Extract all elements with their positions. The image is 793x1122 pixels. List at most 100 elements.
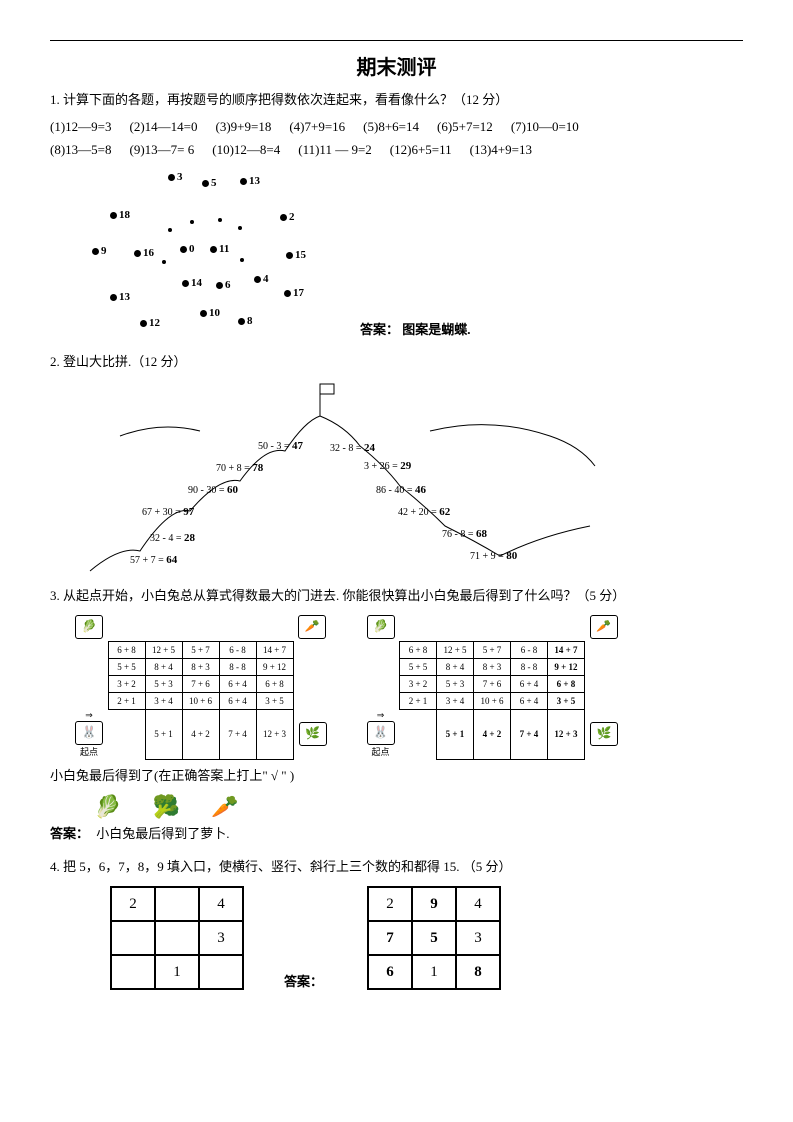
magic-cell (155, 921, 199, 955)
maze-right: 🥬🥕6 + 812 + 55 + 76 - 814 + 75 + 58 + 48… (362, 613, 624, 760)
dot-label: 13 (249, 175, 260, 187)
dot-label: 14 (191, 277, 202, 289)
maze-cell: 6 + 8 (108, 641, 145, 658)
maze-cell: 12 + 5 (437, 641, 474, 658)
q1-sub: (7)10—0=10 (511, 115, 579, 138)
q1-sub: (2)14—14=0 (130, 115, 198, 138)
q1-sub: (13)4+9=13 (470, 138, 532, 161)
magic-cell: 8 (456, 955, 500, 989)
dot-small (168, 228, 172, 232)
maze-cell (400, 709, 437, 759)
maze-left: 🥬🥕6 + 812 + 55 + 76 - 814 + 75 + 58 + 48… (70, 613, 332, 760)
page-title: 期末测评 (50, 51, 743, 80)
dot (240, 178, 247, 185)
veg-cabbage: 🥦 (153, 794, 180, 820)
magic-cell: 5 (412, 921, 456, 955)
magic-cell: 4 (199, 887, 243, 921)
mountain-expr: 67 + 30 = 97 (142, 506, 194, 518)
q1-sub: (12)6+5=11 (390, 138, 452, 161)
dot-label: 6 (225, 279, 231, 291)
magic-cell (111, 955, 155, 989)
q2-prompt: 2. 登山大比拼.（12 分） (50, 352, 743, 373)
magic-square-blank: 2431 (110, 886, 244, 990)
dot-label: 4 (263, 273, 269, 285)
dot-label: 5 (211, 177, 217, 189)
maze-cell: 4 + 2 (182, 709, 219, 759)
maze-cell: 7 + 6 (474, 675, 511, 692)
magic-cell: 1 (412, 955, 456, 989)
maze-cell: 5 + 1 (145, 709, 182, 759)
maze-cell: 3 + 2 (108, 675, 145, 692)
maze-cell: 7 + 4 (219, 709, 256, 759)
magic-square-solved: 294753618 (367, 886, 501, 990)
dot (140, 320, 147, 327)
carrot-icon: 🥕 (590, 615, 618, 639)
maze-cell: 7 + 4 (511, 709, 548, 759)
q3-answer: 答案： 小白兔最后得到了萝卜. (50, 824, 743, 845)
q1-answer: 答案： 图案是蝴蝶. (360, 319, 471, 338)
magic-cell: 9 (412, 887, 456, 921)
green-onion-icon: 🌿 (299, 722, 327, 746)
mountain-expr: 50 - 3 = 47 (258, 440, 303, 452)
start-cell: ⇒ 🐰起点 (362, 709, 400, 759)
carrot-icon: 🥕 (298, 615, 326, 639)
maze-cell: 6 + 4 (219, 692, 256, 709)
maze-cell: 7 + 6 (182, 675, 219, 692)
magic-cell: 3 (199, 921, 243, 955)
dot-small (162, 260, 166, 264)
dot (202, 180, 209, 187)
top-rule (50, 40, 743, 41)
maze-cell: 6 - 8 (219, 641, 256, 658)
dot (238, 318, 245, 325)
magic-cell: 1 (155, 955, 199, 989)
dot (92, 248, 99, 255)
maze-cell: 6 + 4 (511, 692, 548, 709)
maze-cell: 5 + 3 (437, 675, 474, 692)
answer-label: 答案： (360, 322, 399, 337)
q3-prompt: 3. 从起点开始，小白兔总从算式得数最大的门进去. 你能很快算出小白兔最后得到了… (50, 586, 743, 607)
maze-cell: 6 + 8 (400, 641, 437, 658)
maze-cell: 2 + 1 (108, 692, 145, 709)
maze-cell: 5 + 5 (108, 658, 145, 675)
dot (110, 294, 117, 301)
maze-cell: 6 + 4 (511, 675, 548, 692)
veg-carrot: 🥕 (211, 794, 238, 820)
start-cell: ⇒ 🐰起点 (70, 709, 108, 759)
maze-cell: 5 + 5 (400, 658, 437, 675)
mountain-expr: 3 + 26 = 29 (364, 460, 411, 472)
maze-cell: 5 + 7 (182, 641, 219, 658)
dot (216, 282, 223, 289)
q1-sub: (6)5+7=12 (437, 115, 493, 138)
maze-cell: 3 + 5 (548, 692, 585, 709)
magic-cell (199, 955, 243, 989)
dot-label: 9 (101, 245, 107, 257)
dot-label: 3 (177, 171, 183, 183)
mountain-expr: 76 - 8 = 68 (442, 528, 487, 540)
q1-sub-list: (1)12—9=3(2)14—14=0(3)9+9=18(4)7+9=16(5)… (50, 115, 743, 162)
q1-sub: (5)8+6=14 (363, 115, 419, 138)
maze-cell: 8 - 8 (219, 658, 256, 675)
q4-grids: 2431 答案： 294753618 (110, 886, 743, 990)
magic-cell: 3 (456, 921, 500, 955)
magic-cell: 6 (368, 955, 412, 989)
dot-label: 12 (149, 317, 160, 329)
maze-cell: 3 + 4 (145, 692, 182, 709)
maze-cell: 12 + 5 (145, 641, 182, 658)
q1-dot-figure: 3513182916011151464131710128 (70, 168, 350, 338)
dot (180, 246, 187, 253)
maze-cell: 5 + 1 (437, 709, 474, 759)
q1-answer-text: 图案是蝴蝶. (402, 322, 470, 337)
q1-sub: (11)11 — 9=2 (298, 138, 372, 161)
dot-label: 0 (189, 243, 195, 255)
dot (168, 174, 175, 181)
maze-cell: 6 - 8 (511, 641, 548, 658)
maze-cell: 4 + 2 (474, 709, 511, 759)
magic-cell (111, 921, 155, 955)
dot (280, 214, 287, 221)
mountain-expr: 90 - 30 = 60 (188, 484, 238, 496)
mountain-outline (80, 376, 600, 576)
cabbage-icon: 🥬 (367, 615, 395, 639)
maze-cell: 3 + 5 (256, 692, 293, 709)
q1-sub: (8)13—5=8 (50, 138, 112, 161)
maze-cell: 5 + 7 (474, 641, 511, 658)
